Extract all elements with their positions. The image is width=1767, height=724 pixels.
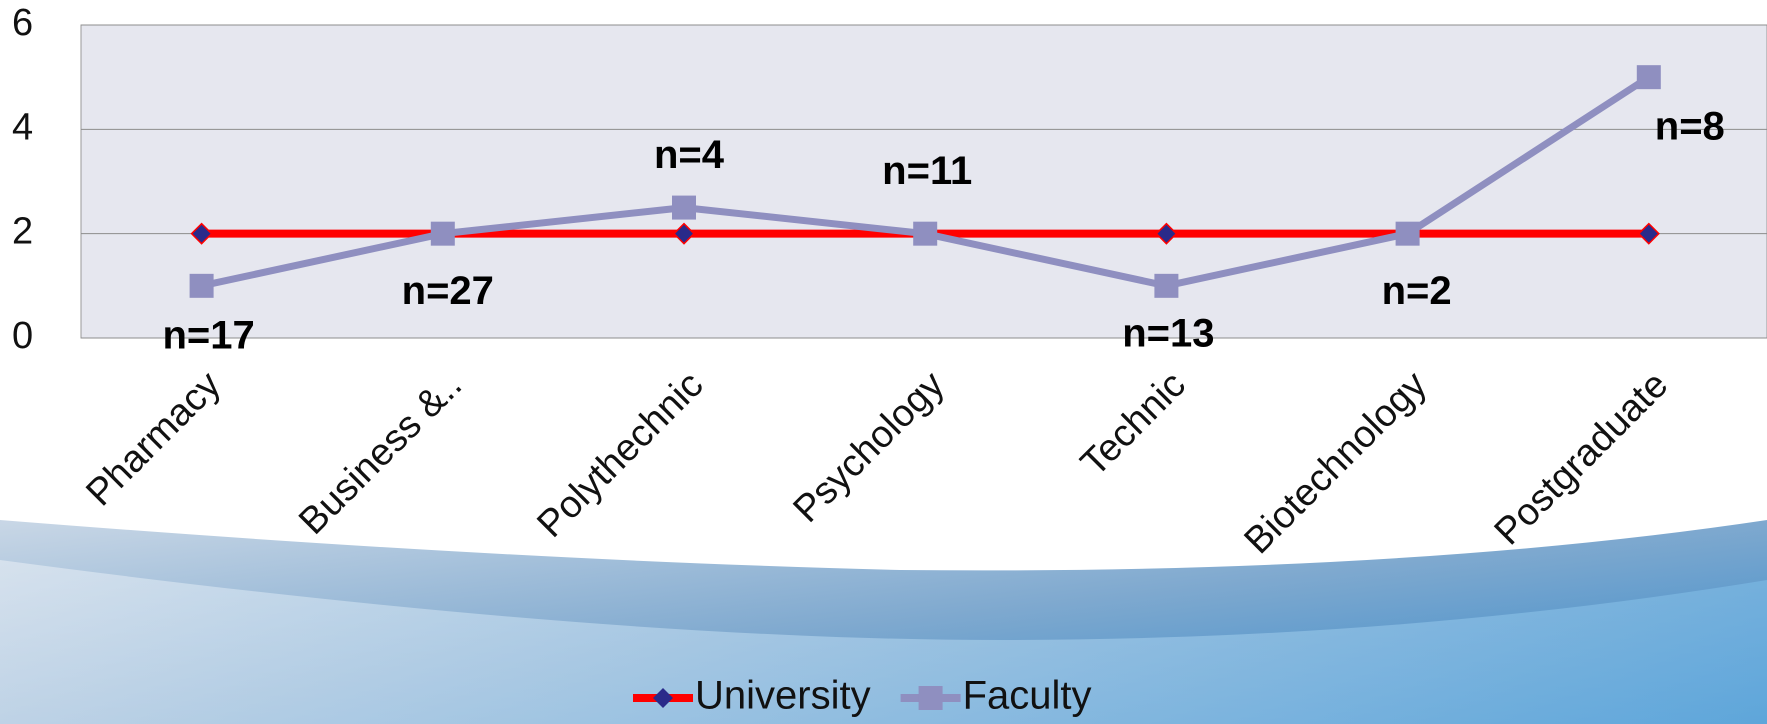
marker [1395,221,1420,246]
y-tick-label: 0 [12,315,33,357]
annotation: n=11 [882,149,972,193]
annotation: n=8 [1655,105,1725,149]
legend-marker [653,688,673,708]
x-tick-label: Polythechnic [529,364,711,546]
x-tick-label: Psychology [786,364,953,531]
x-tick-label: Business &.. [291,364,470,543]
marker [913,221,938,246]
marker [1637,222,1660,245]
annotation: n=27 [402,269,494,313]
marker [189,273,214,298]
y-tick-label: 2 [12,211,33,253]
annotation: n=2 [1382,269,1452,313]
x-tick-label: Postgraduate [1487,364,1677,554]
background-wave [0,560,1767,724]
legend-marker [918,686,943,710]
x-tick-label: Pharmacy [78,364,229,515]
legend-label: University [695,674,871,718]
marker [190,222,213,245]
marker [1636,65,1661,90]
x-tick-label: Technic [1073,364,1194,485]
marker [1154,273,1179,298]
x-tick-label: Biotechnology [1237,364,1436,563]
y-tick-label: 4 [12,106,33,148]
annotation: n=4 [654,133,725,177]
y-tick-label: 6 [12,2,33,44]
annotation: n=17 [162,313,254,357]
marker [672,195,696,220]
marker [1155,222,1178,245]
marker [672,222,696,245]
legend-label: Faculty [963,674,1092,718]
marker [430,221,455,246]
annotation: n=13 [1122,311,1214,355]
